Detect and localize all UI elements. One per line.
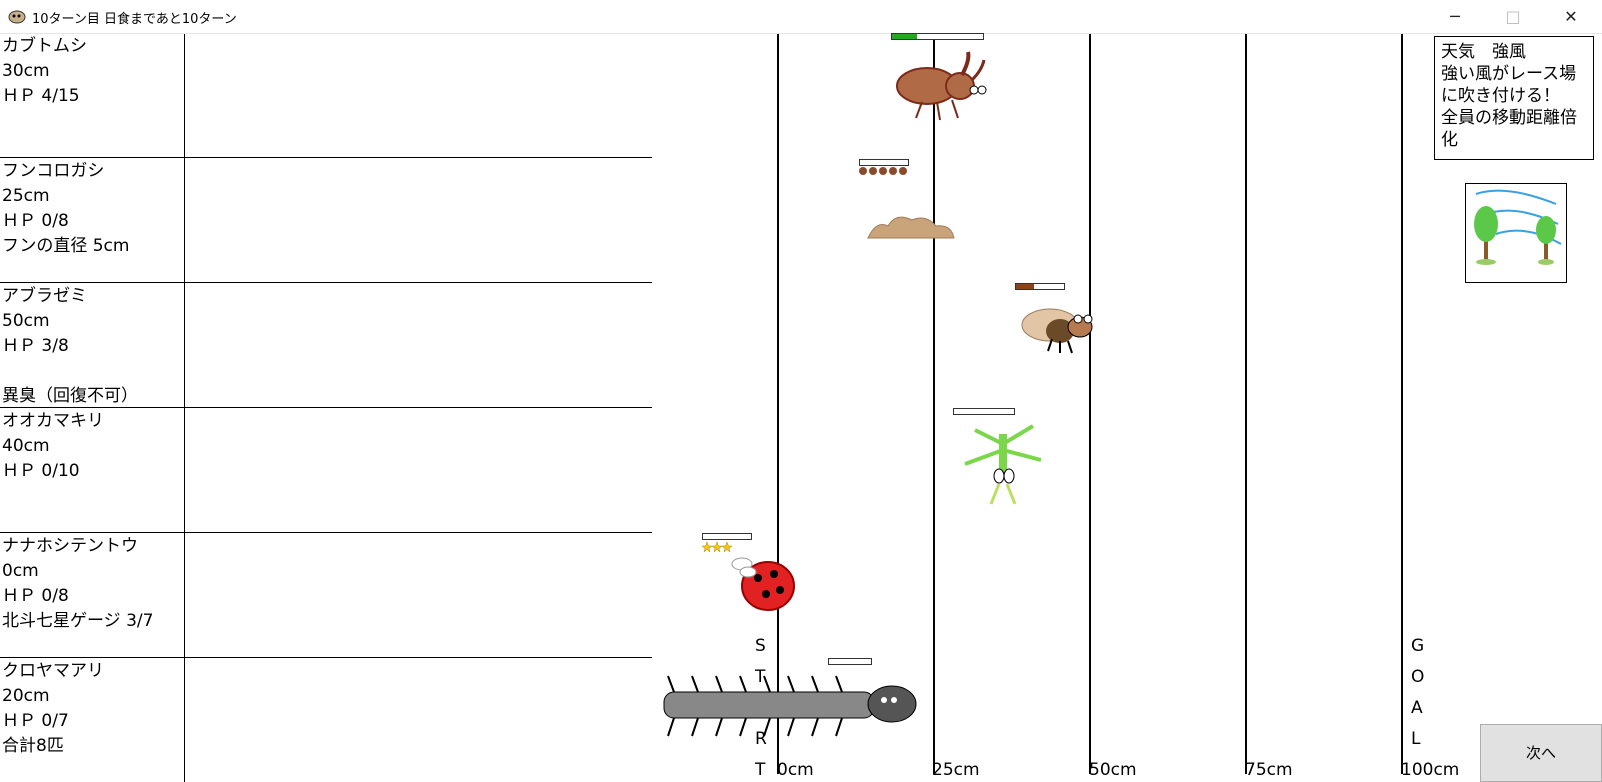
close-button[interactable]: ✕: [1564, 7, 1578, 26]
hp-bar-kuroyamaari: [828, 658, 872, 665]
lane-info-aburazemi: アブラゼミ 50cm ＨＰ 3/8 異臭（回復不可）: [2, 284, 182, 409]
insect-hp: ＨＰ 3/8: [2, 336, 69, 356]
insect-hp: ＨＰ 0/8: [2, 586, 69, 606]
hp-bar-fill: [892, 34, 917, 39]
tick-label-25: 25cm: [932, 760, 980, 780]
track-line-50: [1089, 34, 1091, 774]
dung-ball-icon: [867, 216, 955, 239]
start-letter: S: [755, 636, 766, 656]
lane-info-kabutomushi: カブトムシ 30cm ＨＰ 4/15: [2, 34, 182, 109]
hp-bar-fill: [1016, 284, 1034, 289]
aburazemi-icon: [1021, 308, 1093, 354]
start-letter: R: [755, 729, 767, 749]
insect-distance: 50cm: [2, 311, 50, 331]
weather-title: 天気 強風: [1441, 42, 1526, 62]
weather-effect: 全員の移動距離倍化: [1441, 108, 1577, 150]
insect-status: 異臭（回復不可）: [2, 386, 138, 406]
hp-bar-ookamakiri: [953, 408, 1015, 415]
weather-panel: 天気 強風 強い風がレース場に吹き付ける！ 全員の移動距離倍化: [1434, 36, 1594, 160]
start-letter: T: [755, 760, 766, 780]
start-letter: T: [755, 667, 766, 687]
hp-bar-nanahoshitentou: [702, 533, 752, 540]
track-line-0: [777, 34, 779, 774]
hp-bar-aburazemi: [1015, 283, 1065, 290]
lane-separator: [0, 157, 652, 158]
hp-bar-kabutomushi: [891, 33, 984, 40]
lane-info-funkorogashi: フンコロガシ 25cm ＨＰ 0/8 フンの直径 5cm: [2, 159, 182, 259]
tick-label-100: 100cm: [1401, 760, 1460, 780]
tick-label-75: 75cm: [1245, 760, 1293, 780]
tick-label-50: 50cm: [1089, 760, 1137, 780]
wind-icon: [1474, 189, 1562, 265]
maximize-button[interactable]: □: [1505, 7, 1521, 26]
insect-distance: 0cm: [2, 561, 39, 581]
lane-info-nanahoshitentou: ナナホシテントウ 0cm ＨＰ 0/8 北斗七星ゲージ 3/7: [2, 534, 182, 634]
panel-divider: [184, 34, 185, 782]
insect-name: カブトムシ: [2, 36, 87, 56]
goal-letter: O: [1411, 667, 1425, 687]
track-line-25: [933, 34, 935, 774]
insect-name: クロヤマアリ: [2, 661, 104, 681]
dung-pellets-icon: [859, 167, 907, 175]
goal-letter: A: [1411, 698, 1423, 718]
insect-extra: フンの直径 5cm: [2, 236, 130, 256]
insect-hp: ＨＰ 0/10: [2, 461, 80, 481]
lane-info-ookamakiri: オオカマキリ 40cm ＨＰ 0/10: [2, 409, 182, 484]
insect-extra: 合計8匹: [2, 736, 64, 756]
insect-distance: 20cm: [2, 686, 50, 706]
window-title: 10ターン目 日食まであと10ターン: [32, 12, 237, 27]
star-gauge-icon: [702, 542, 732, 552]
insect-hp: ＨＰ 0/8: [2, 211, 69, 231]
tick-label-0: 0cm: [777, 760, 814, 780]
ookamakiri-icon: [964, 424, 1042, 505]
nanahoshitentou-icon: [731, 557, 795, 611]
insect-name: アブラゼミ: [2, 286, 87, 306]
track-line-75: [1245, 34, 1247, 774]
insect-hp: ＨＰ 0/7: [2, 711, 69, 731]
insect-distance: 25cm: [2, 186, 50, 206]
strong-wind-image: [1465, 183, 1567, 283]
title-bar: 10ターン目 日食まであと10ターン ─ □ ✕: [0, 0, 1602, 34]
kuroyamaari-icon: [663, 675, 917, 737]
goal-letter: G: [1411, 636, 1425, 656]
goal-letter: L: [1411, 729, 1421, 749]
app-icon: [8, 10, 26, 24]
lane-separator: [0, 532, 652, 533]
insect-name: ナナホシテントウ: [2, 536, 138, 556]
hp-bar-funkorogashi: [859, 159, 909, 166]
insect-name: フンコロガシ: [2, 161, 105, 181]
lane-separator: [0, 282, 652, 283]
insect-distance: 30cm: [2, 61, 50, 81]
kabutomushi-icon: [896, 51, 987, 121]
track-line-100: [1401, 34, 1403, 774]
minimize-button[interactable]: ─: [1450, 7, 1460, 26]
insect-name: オオカマキリ: [2, 411, 104, 431]
lane-separator: [0, 407, 652, 408]
lane-separator: [0, 657, 652, 658]
next-button[interactable]: 次へ: [1480, 724, 1602, 782]
insect-extra: 北斗七星ゲージ 3/7: [2, 611, 154, 631]
weather-description: 強い風がレース場に吹き付ける！: [1441, 64, 1577, 106]
insect-distance: 40cm: [2, 436, 50, 456]
lane-info-kuroyamaari: クロヤマアリ 20cm ＨＰ 0/7 合計8匹: [2, 659, 182, 759]
insect-hp: ＨＰ 4/15: [2, 86, 80, 106]
